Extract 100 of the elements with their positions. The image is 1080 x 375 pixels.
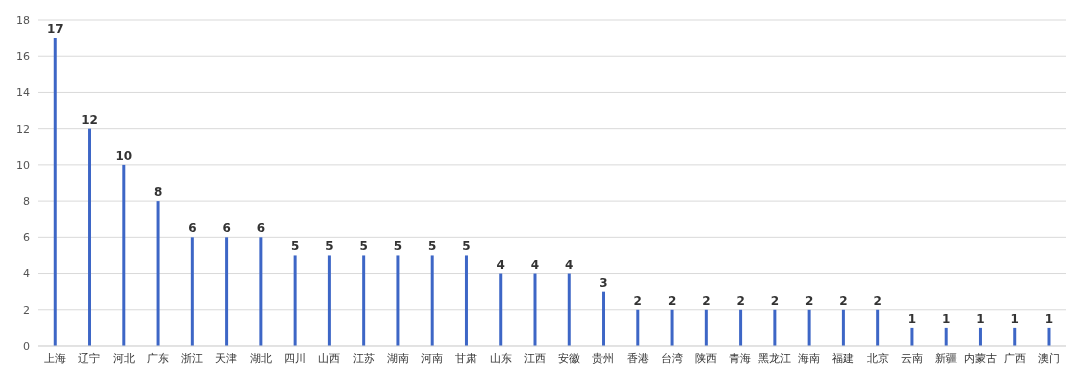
bar [910, 327, 914, 346]
data-label: 4 [496, 257, 505, 272]
data-label: 2 [770, 293, 780, 308]
x-tick-label: 江苏 [352, 351, 375, 365]
data-label: 1 [976, 311, 985, 326]
x-tick-label: 福建 [832, 351, 855, 365]
bar [190, 237, 194, 346]
bar [876, 309, 880, 346]
bar [704, 309, 708, 346]
bar [807, 309, 811, 346]
x-tick-label: 海南 [798, 351, 820, 365]
data-label: 5 [290, 239, 300, 254]
y-tick-label: 0 [23, 339, 30, 353]
y-tick-label: 12 [16, 122, 30, 136]
bar [1047, 327, 1051, 346]
x-tick-label: 香港 [626, 351, 649, 365]
y-tick-label: 6 [23, 231, 30, 245]
y-tick-label: 10 [16, 158, 30, 172]
bar [944, 327, 948, 346]
data-label: 6 [188, 221, 197, 236]
x-tick-label: 台湾 [660, 351, 683, 365]
x-tick-label: 云南 [900, 351, 923, 365]
bar [533, 273, 537, 346]
bar [362, 255, 366, 346]
bar [841, 309, 845, 346]
bar [602, 291, 606, 346]
x-tick-label: 河南 [421, 351, 444, 365]
data-label: 1 [907, 311, 917, 326]
x-tick-label: 陕西 [695, 351, 718, 365]
bar [567, 273, 571, 346]
bar [293, 255, 297, 346]
x-tick-label: 四川 [284, 351, 306, 365]
data-label: 5 [428, 239, 437, 254]
data-label: 1 [1044, 311, 1054, 326]
data-label: 5 [359, 239, 368, 254]
x-tick-label: 甘肃 [455, 351, 478, 365]
x-tick-label: 浙江 [181, 351, 204, 365]
data-label: 4 [565, 257, 574, 272]
x-tick-label: 山东 [489, 351, 512, 365]
y-tick-label: 14 [16, 86, 30, 100]
x-tick-label: 广东 [146, 351, 169, 365]
data-label: 1 [1010, 311, 1019, 326]
y-tick-label: 8 [23, 195, 30, 209]
data-label: 5 [325, 239, 334, 254]
y-tick-label: 4 [23, 267, 30, 281]
bar [739, 309, 743, 346]
data-label: 2 [839, 293, 848, 308]
x-tick-label: 湖南 [386, 351, 409, 365]
data-label: 4 [530, 257, 540, 272]
x-tick-label: 江西 [523, 351, 546, 365]
y-tick-label: 18 [16, 13, 30, 27]
data-label: 1 [942, 311, 951, 326]
bar [225, 237, 229, 346]
bar [88, 128, 92, 346]
data-label: 2 [736, 293, 745, 308]
bar [978, 327, 982, 346]
bar [156, 201, 160, 346]
y-tick-label: 2 [23, 303, 30, 317]
data-label: 6 [256, 221, 266, 236]
x-tick-label: 北京 [866, 351, 889, 365]
bar [327, 255, 331, 346]
x-tick-label: 湖北 [249, 351, 272, 365]
data-label: 2 [633, 293, 642, 308]
bar [259, 237, 263, 346]
bar [396, 255, 400, 346]
x-tick-label: 山西 [318, 351, 341, 365]
bar [1013, 327, 1017, 346]
y-tick-label: 16 [16, 50, 30, 64]
bar [499, 273, 503, 346]
bar [636, 309, 640, 346]
data-label: 8 [153, 185, 163, 200]
bar [430, 255, 434, 346]
data-label: 2 [667, 293, 677, 308]
x-tick-label: 上海 [44, 351, 67, 365]
data-label: 17 [46, 22, 64, 37]
x-tick-label: 内蒙古 [963, 351, 997, 365]
data-label: 6 [222, 221, 231, 236]
data-label: 2 [873, 293, 882, 308]
data-label: 12 [81, 112, 98, 127]
bar [773, 309, 777, 346]
bar [464, 255, 468, 346]
data-label: 5 [462, 239, 471, 254]
x-tick-label: 贵州 [592, 351, 615, 365]
x-tick-label: 青海 [729, 351, 752, 365]
x-tick-label: 新疆 [935, 351, 958, 365]
x-tick-label: 广西 [1003, 351, 1026, 365]
x-tick-label: 澳门 [1037, 351, 1060, 365]
x-tick-label: 天津 [215, 351, 238, 365]
data-label: 5 [393, 239, 403, 254]
data-label: 10 [115, 148, 133, 163]
bar [122, 164, 126, 346]
data-label: 2 [804, 293, 814, 308]
bar [670, 309, 674, 346]
x-tick-label: 辽宁 [78, 351, 101, 365]
x-tick-label: 黑龙江 [758, 351, 792, 365]
data-label: 2 [702, 293, 711, 308]
x-tick-label: 安徽 [558, 351, 581, 365]
x-tick-label: 河北 [112, 351, 135, 365]
data-label: 3 [599, 275, 608, 290]
bar [53, 38, 57, 346]
